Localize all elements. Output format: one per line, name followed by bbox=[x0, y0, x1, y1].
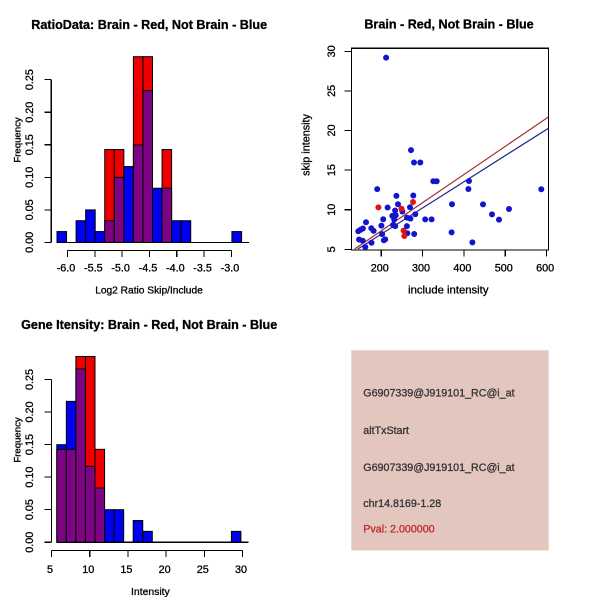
svg-text:600: 600 bbox=[536, 262, 554, 274]
svg-text:0.20: 0.20 bbox=[24, 102, 36, 123]
svg-text:-3.5: -3.5 bbox=[193, 262, 212, 274]
svg-text:0.00: 0.00 bbox=[24, 232, 36, 253]
svg-text:-5.5: -5.5 bbox=[84, 262, 103, 274]
svg-text:Gene Itensity: Brain - Red, No: Gene Itensity: Brain - Red, Not Brain - … bbox=[21, 318, 277, 332]
svg-text:0.10: 0.10 bbox=[24, 467, 36, 488]
svg-text:0.20: 0.20 bbox=[24, 401, 36, 422]
svg-text:-4.0: -4.0 bbox=[166, 262, 185, 274]
svg-text:Frequency: Frequency bbox=[13, 117, 24, 163]
svg-text:300: 300 bbox=[412, 262, 430, 274]
svg-text:RatioData: Brain - Red, Not Br: RatioData: Brain - Red, Not Brain - Blue bbox=[31, 18, 267, 32]
svg-text:-3.0: -3.0 bbox=[221, 262, 240, 274]
svg-text:25: 25 bbox=[197, 564, 209, 576]
svg-text:15: 15 bbox=[120, 564, 132, 576]
svg-text:0.00: 0.00 bbox=[24, 532, 36, 553]
svg-text:0.25: 0.25 bbox=[24, 69, 36, 90]
svg-text:10: 10 bbox=[326, 204, 338, 216]
svg-text:500: 500 bbox=[495, 262, 513, 274]
svg-text:-4.5: -4.5 bbox=[139, 262, 158, 274]
svg-text:altTxStart: altTxStart bbox=[363, 425, 409, 437]
svg-text:Frequency: Frequency bbox=[13, 417, 24, 463]
svg-text:200: 200 bbox=[371, 262, 389, 274]
svg-text:Log2 Ratio Skip/Include: Log2 Ratio Skip/Include bbox=[95, 286, 203, 297]
svg-text:Intensity: Intensity bbox=[131, 587, 171, 598]
svg-text:G6907339@J919101_RC@i_at: G6907339@J919101_RC@i_at bbox=[363, 387, 514, 399]
svg-text:5: 5 bbox=[47, 564, 53, 576]
svg-text:0.25: 0.25 bbox=[24, 369, 36, 390]
svg-text:chr14.8169-1.28: chr14.8169-1.28 bbox=[363, 498, 441, 510]
svg-text:G6907339@J919101_RC@i_at: G6907339@J919101_RC@i_at bbox=[363, 462, 514, 474]
svg-text:400: 400 bbox=[453, 262, 471, 274]
svg-text:30: 30 bbox=[235, 564, 247, 576]
svg-text:20: 20 bbox=[326, 124, 338, 136]
svg-text:-6.0: -6.0 bbox=[57, 262, 76, 274]
svg-text:0.10: 0.10 bbox=[24, 167, 36, 188]
svg-text:skip intensity: skip intensity bbox=[301, 113, 313, 175]
svg-text:0.05: 0.05 bbox=[24, 499, 36, 520]
svg-text:5: 5 bbox=[326, 246, 338, 252]
svg-text:Pval: 2.000000: Pval: 2.000000 bbox=[363, 524, 434, 536]
svg-text:0.15: 0.15 bbox=[24, 434, 36, 455]
svg-text:25: 25 bbox=[326, 85, 338, 97]
svg-text:20: 20 bbox=[159, 564, 171, 576]
svg-text:Brain - Red, Not Brain - Blue: Brain - Red, Not Brain - Blue bbox=[364, 18, 533, 32]
svg-text:-5.0: -5.0 bbox=[111, 262, 130, 274]
svg-text:0.15: 0.15 bbox=[24, 134, 36, 155]
svg-text:include intensity: include intensity bbox=[408, 285, 489, 297]
svg-text:30: 30 bbox=[326, 45, 338, 57]
svg-text:0.05: 0.05 bbox=[24, 199, 36, 220]
svg-text:15: 15 bbox=[326, 164, 338, 176]
svg-text:10: 10 bbox=[82, 564, 94, 576]
